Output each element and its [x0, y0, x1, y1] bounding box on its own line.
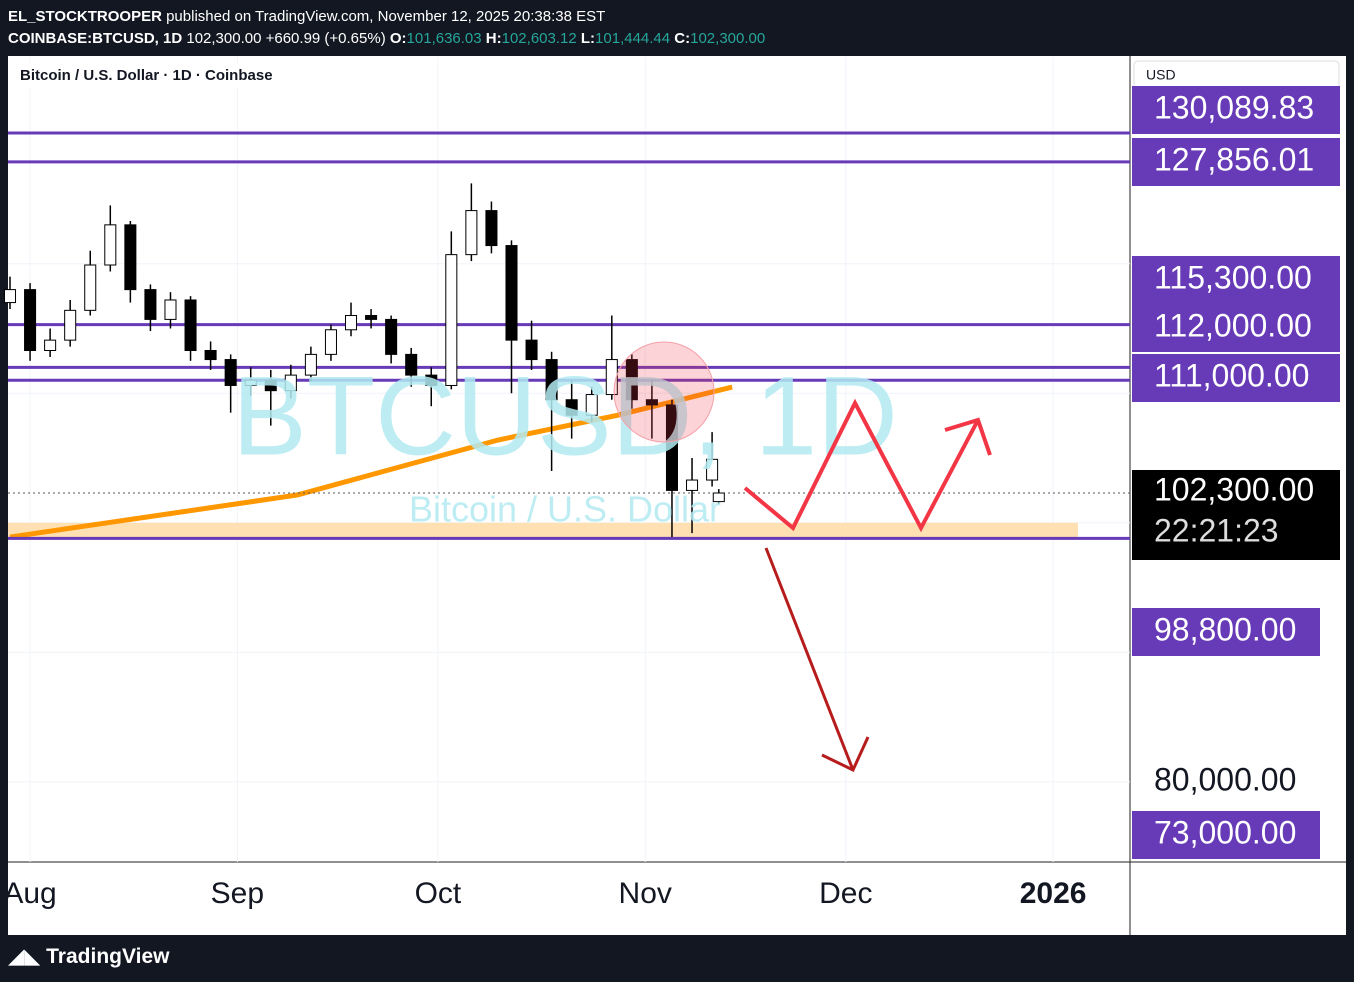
- level-label-box: [1132, 138, 1340, 186]
- projection-path: [743, 398, 980, 533]
- level-label-box: [1132, 256, 1340, 304]
- publish-line: EL_STOCKTROOPER published on TradingView…: [8, 6, 765, 28]
- ohlc: 102,603.12: [501, 30, 577, 47]
- candle-body: [686, 479, 699, 491]
- x-tick-label: Nov: [619, 877, 672, 910]
- candle-body: [3, 289, 17, 304]
- logo: ◢◣: [8, 945, 47, 968]
- legend: Bitcoin / U.S. Dollar · 1D · Coinbase: [20, 67, 273, 84]
- candle-body: [44, 339, 57, 351]
- candle-body: [665, 404, 678, 491]
- arrow-head: [821, 736, 870, 773]
- level-label-box: [1132, 354, 1340, 402]
- highlight-circle: [613, 341, 715, 443]
- candle-body: [164, 299, 177, 320]
- candle-body: [425, 374, 438, 386]
- candle-body: [104, 224, 117, 266]
- ohlc: 101,636.03: [406, 30, 482, 47]
- last: 102,300.00: [186, 30, 262, 47]
- arrow-head: [944, 417, 992, 456]
- candle-body: [84, 264, 97, 311]
- published: published on TradingView.com, November 1…: [166, 8, 606, 25]
- level-label-box: [1132, 811, 1320, 859]
- candle-body: [585, 394, 598, 416]
- candle-body: [244, 379, 257, 386]
- candle-body: [505, 245, 518, 341]
- ohlc-key: H:: [485, 30, 502, 47]
- level-label: 98,800.00: [1154, 611, 1296, 647]
- candle-body: [64, 309, 77, 341]
- candle-body: [706, 458, 719, 481]
- y-tick-label: 80,000.00: [1154, 761, 1296, 797]
- ohlc-key: C:: [674, 30, 691, 47]
- level-label: 127,856.01: [1154, 141, 1314, 177]
- candle-body: [712, 492, 725, 503]
- level-label: 130,089.83: [1154, 89, 1314, 125]
- candle-body: [184, 299, 197, 351]
- candle-body: [445, 254, 458, 386]
- candle-body: [345, 315, 358, 331]
- level-label: 115,300.00: [1154, 259, 1312, 295]
- level-label-box: [1132, 304, 1340, 352]
- watermark: BTCUSD, 1D: [232, 354, 898, 479]
- candle-body: [605, 359, 618, 396]
- candle-body: [264, 379, 277, 392]
- change: +660.99 (+0.65%): [265, 30, 386, 47]
- current-price-box: [1132, 470, 1340, 560]
- down-arrow: [764, 547, 855, 771]
- x-tick-label: 2026: [1020, 877, 1087, 910]
- level-label: 112,000.00: [1154, 307, 1312, 343]
- current-price: 102,300.00: [1154, 471, 1314, 507]
- candle-body: [385, 318, 398, 355]
- candle-body: [204, 349, 217, 361]
- quote-line: COINBASE:BTCUSD, 1D 102,300.00 +660.99 (…: [8, 28, 765, 50]
- moving-average: [9, 384, 733, 540]
- countdown: 22:21:23: [1154, 512, 1279, 548]
- candle-body: [545, 359, 558, 401]
- support-zone: [8, 522, 1078, 539]
- ohlc: 101,444.44: [595, 30, 671, 47]
- candle-body: [645, 399, 658, 406]
- x-tick-label: Oct: [415, 877, 462, 910]
- ohlc-key: L:: [580, 30, 596, 47]
- candle-body: [365, 315, 378, 320]
- brand: TradingView: [46, 945, 170, 968]
- symbol: COINBASE:BTCUSD, 1D: [8, 30, 183, 47]
- ohlc-key: O:: [389, 30, 407, 47]
- x-tick-label: Aug: [3, 877, 56, 910]
- candle-body: [465, 210, 478, 256]
- x-tick-label: Sep: [211, 877, 264, 910]
- candle-body: [304, 353, 317, 376]
- candle-body: [224, 359, 237, 386]
- candle-body: [24, 289, 37, 351]
- candle-body: [525, 339, 538, 361]
- panel: [8, 56, 1346, 935]
- legend-bg: [18, 64, 288, 88]
- level-label: 111,000.00: [1154, 357, 1309, 393]
- ohlc: 102,300.00: [690, 30, 766, 47]
- candle-body: [485, 210, 498, 247]
- level-label-box: [1132, 608, 1320, 656]
- level-label-box: [1132, 86, 1340, 134]
- candle-body: [144, 289, 157, 320]
- currency: USD: [1146, 67, 1176, 83]
- candle-body: [565, 399, 578, 416]
- candle-body: [405, 353, 418, 376]
- candle-body: [625, 359, 638, 401]
- candle-body: [284, 374, 297, 392]
- publisher: EL_STOCKTROOPER: [8, 8, 162, 25]
- candle-body: [324, 329, 337, 355]
- footer: ◢◣ TradingView: [8, 944, 169, 969]
- watermark-sub: Bitcoin / U.S. Dollar: [409, 489, 721, 530]
- candle-body: [124, 224, 137, 291]
- chart: BTCUSD, 1D Bitcoin / U.S. Dollar Bitcoin…: [3, 56, 1346, 935]
- header: EL_STOCKTROOPER published on TradingView…: [8, 6, 765, 50]
- level-label: 73,000.00: [1154, 814, 1296, 850]
- x-tick-label: Dec: [819, 877, 872, 910]
